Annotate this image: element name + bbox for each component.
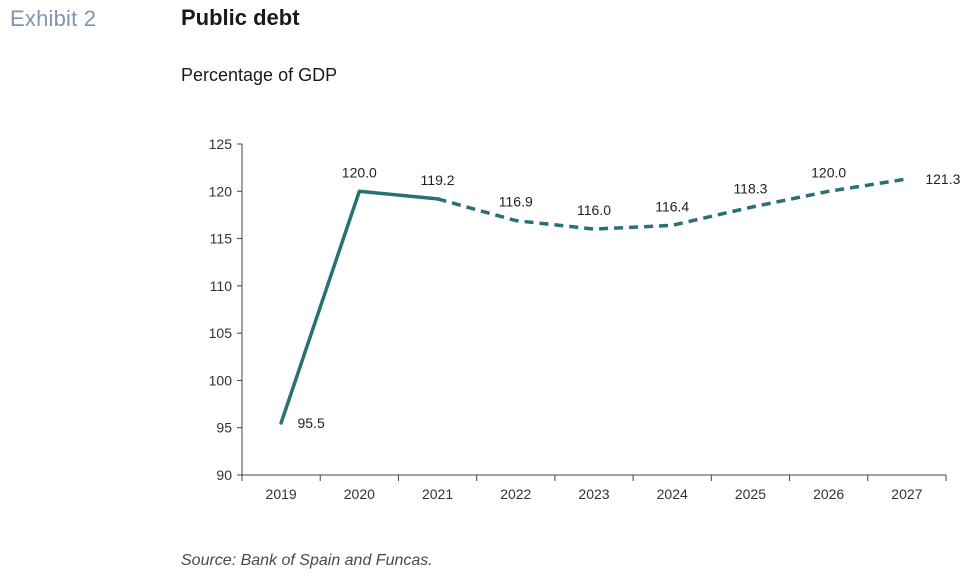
x-tick-label: 2020 xyxy=(344,486,375,502)
x-tick-label: 2019 xyxy=(266,486,297,502)
y-tick-label: 125 xyxy=(209,136,233,152)
y-tick-label: 110 xyxy=(210,278,233,294)
y-axis-ticks: 90 95 100 105 110 115 120 125 xyxy=(209,136,242,483)
y-tick-label: 120 xyxy=(209,183,233,199)
data-label: 120.0 xyxy=(342,164,377,180)
data-label: 116.4 xyxy=(655,198,689,214)
data-label: 116.9 xyxy=(499,194,533,210)
data-label: 121.3 xyxy=(925,171,960,187)
x-tick-label: 2027 xyxy=(891,486,922,502)
chart-title: Public debt xyxy=(181,5,300,30)
y-tick-label: 100 xyxy=(209,372,233,388)
x-axis-ticks: 2019 2020 2021 2022 2023 2024 2025 2026 2027 xyxy=(241,475,947,502)
y-tick-label: 115 xyxy=(210,231,233,247)
x-tick-label: 2025 xyxy=(735,486,766,502)
data-label: 116.0 xyxy=(577,202,611,218)
chart-axes xyxy=(241,144,946,476)
y-tick-label: 105 xyxy=(209,325,233,341)
exhibit-label: Exhibit 2 xyxy=(10,6,97,31)
data-label: 119.2 xyxy=(421,172,455,188)
x-tick-label: 2023 xyxy=(578,486,609,502)
data-label: 120.0 xyxy=(811,164,846,180)
source-note: Source: Bank of Spain and Funcas. xyxy=(181,552,433,569)
series-line-forecast xyxy=(437,177,908,231)
x-tick-label: 2024 xyxy=(657,486,688,502)
y-tick-label: 95 xyxy=(216,420,232,436)
chart-subtitle: Percentage of GDP xyxy=(181,65,338,85)
x-tick-label: 2022 xyxy=(500,486,531,502)
series-line xyxy=(279,177,908,425)
x-tick-label: 2026 xyxy=(813,486,844,502)
data-labels: 95.5 120.0 119.2 116.9 116.0 116.4 118.3 120.0 1… xyxy=(297,164,960,431)
data-label: 118.3 xyxy=(733,180,767,196)
x-tick-label: 2021 xyxy=(422,486,453,502)
data-label: 95.5 xyxy=(297,415,324,431)
series-line-actual xyxy=(279,189,440,425)
y-tick-label: 90 xyxy=(216,467,232,483)
